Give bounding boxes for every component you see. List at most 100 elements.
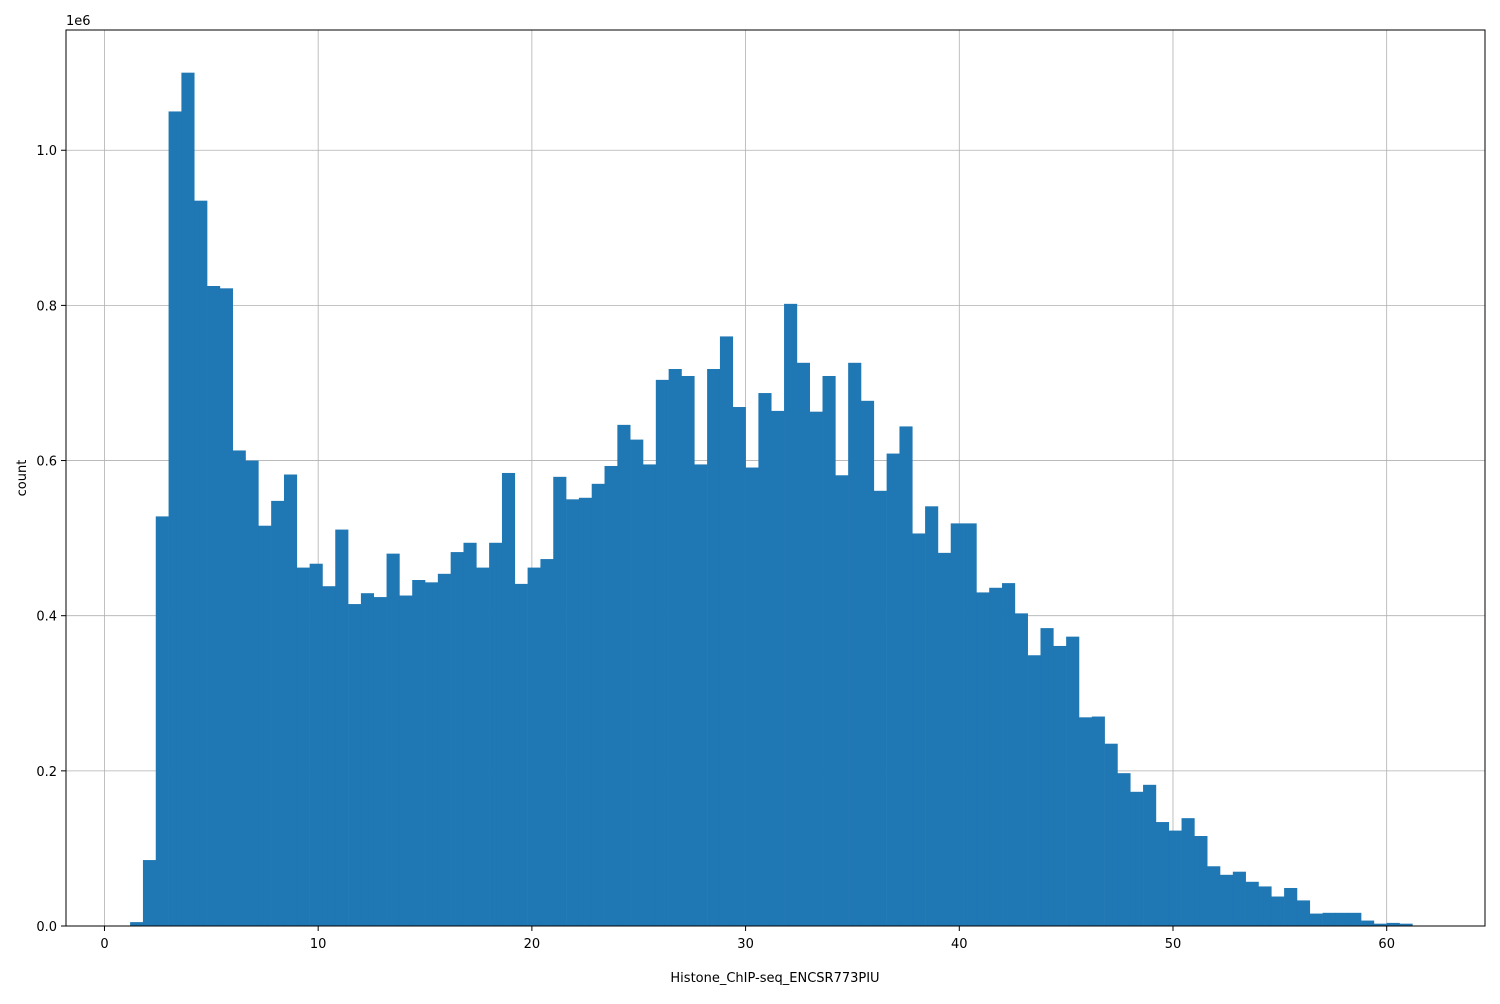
- histogram-bar: [232, 450, 246, 926]
- x-axis-label: Histone_ChIP-seq_ENCSR773PIU: [670, 971, 879, 986]
- y-axis-offset-label: 1e6: [66, 14, 91, 29]
- histogram-bar: [1002, 583, 1016, 926]
- histogram-bar: [707, 369, 721, 926]
- histogram-bar: [412, 580, 426, 926]
- histogram-bar: [1194, 836, 1208, 926]
- y-tick-label: 1.0: [36, 144, 57, 159]
- histogram-bar: [514, 583, 528, 926]
- histogram-bar: [168, 111, 182, 927]
- histogram-bar: [194, 200, 208, 926]
- histogram-bar: [1014, 613, 1028, 926]
- histogram-bar: [283, 474, 298, 926]
- histogram-bar: [822, 375, 836, 926]
- histogram-bar: [1027, 655, 1041, 926]
- histogram-bar: [1361, 920, 1375, 926]
- histogram-bar: [142, 860, 157, 926]
- histogram-bar: [1040, 628, 1054, 926]
- histogram-bar: [1245, 881, 1259, 926]
- histogram-bar: [566, 499, 580, 926]
- histogram-bar: [219, 288, 233, 926]
- histogram-bar: [1207, 866, 1221, 926]
- histogram-bar: [386, 553, 400, 926]
- histogram-bar: [348, 604, 362, 926]
- histogram-bar: [1181, 818, 1195, 926]
- histogram-bar: [1271, 896, 1285, 926]
- histogram-bar: [950, 523, 964, 926]
- histogram-bar: [835, 475, 849, 926]
- histogram-bar: [1104, 743, 1118, 926]
- histogram-bar: [809, 411, 823, 926]
- histogram-bar: [399, 595, 413, 926]
- histogram-bars: [130, 72, 1413, 927]
- histogram-bar: [373, 597, 387, 926]
- histogram-bar: [1348, 912, 1362, 926]
- histogram-bar: [553, 476, 567, 926]
- histogram-bar: [848, 362, 862, 926]
- y-tick-label: 0.6: [36, 455, 57, 470]
- histogram-bar: [925, 506, 939, 926]
- histogram-bar: [745, 467, 759, 926]
- histogram-bar: [719, 336, 734, 926]
- histogram-bar: [617, 424, 631, 926]
- histogram-bar: [1078, 717, 1093, 926]
- histogram-bar: [335, 529, 349, 926]
- y-tick-label: 0.0: [36, 920, 57, 935]
- y-axis-ticks: 0.0 0.2 0.4 0.6 0.8 1.0: [36, 144, 66, 935]
- histogram-bar: [1335, 912, 1349, 926]
- histogram-bar: [668, 369, 682, 926]
- histogram-bar: [860, 400, 875, 926]
- histogram-bar: [1091, 716, 1105, 926]
- histogram-bar: [886, 453, 900, 926]
- histogram-bar: [476, 567, 490, 926]
- histogram-bar: [489, 542, 503, 926]
- x-tick-label: 30: [737, 937, 754, 952]
- histogram-bar: [976, 592, 990, 926]
- histogram-bar: [437, 573, 451, 926]
- histogram-bar: [309, 563, 323, 926]
- histogram-bar: [1066, 636, 1080, 926]
- x-axis-ticks: 0 10 20 30 40 50 60: [100, 926, 1395, 952]
- y-tick-label: 0.2: [36, 765, 57, 780]
- histogram-bar: [681, 375, 695, 926]
- histogram-bar: [1309, 913, 1323, 926]
- histogram-bar: [655, 379, 669, 926]
- histogram-bar: [155, 516, 169, 926]
- histogram-bar: [450, 552, 464, 926]
- histogram-bar: [912, 533, 926, 926]
- x-tick-label: 0: [100, 937, 108, 952]
- histogram-bar: [1399, 923, 1413, 926]
- y-tick-label: 0.4: [36, 610, 57, 625]
- histogram-bar: [463, 542, 477, 926]
- histogram-bar: [937, 552, 952, 926]
- histogram-bar: [1386, 922, 1400, 926]
- histogram-bar: [1373, 923, 1387, 926]
- histogram-bar: [258, 525, 272, 926]
- histogram-bar: [604, 465, 618, 926]
- histogram-bar: [643, 464, 657, 926]
- histogram-bar: [296, 567, 310, 926]
- histogram-bar: [1168, 830, 1182, 926]
- histogram-bar: [130, 922, 144, 926]
- histogram-bar: [271, 500, 285, 926]
- histogram-bar: [1130, 791, 1144, 926]
- histogram-bar: [1296, 900, 1311, 926]
- histogram-bar: [899, 426, 913, 926]
- histogram-bar: [1220, 874, 1234, 926]
- histogram-bar: [1322, 912, 1336, 926]
- histogram-bar: [578, 497, 593, 926]
- x-tick-label: 40: [951, 937, 968, 952]
- histogram-bar: [732, 407, 746, 926]
- x-tick-label: 20: [524, 937, 541, 952]
- x-tick-label: 10: [310, 937, 327, 952]
- histogram-bar: [1258, 886, 1272, 926]
- histogram-bar: [540, 559, 554, 926]
- histogram-bar: [1117, 773, 1131, 926]
- histogram-bar: [989, 587, 1003, 926]
- y-tick-label: 0.8: [36, 299, 57, 314]
- histogram-bar: [591, 483, 605, 926]
- histogram-bar: [1232, 871, 1246, 926]
- histogram-bar: [873, 490, 887, 926]
- histogram-bar: [796, 362, 810, 926]
- histogram-bar: [1053, 645, 1067, 926]
